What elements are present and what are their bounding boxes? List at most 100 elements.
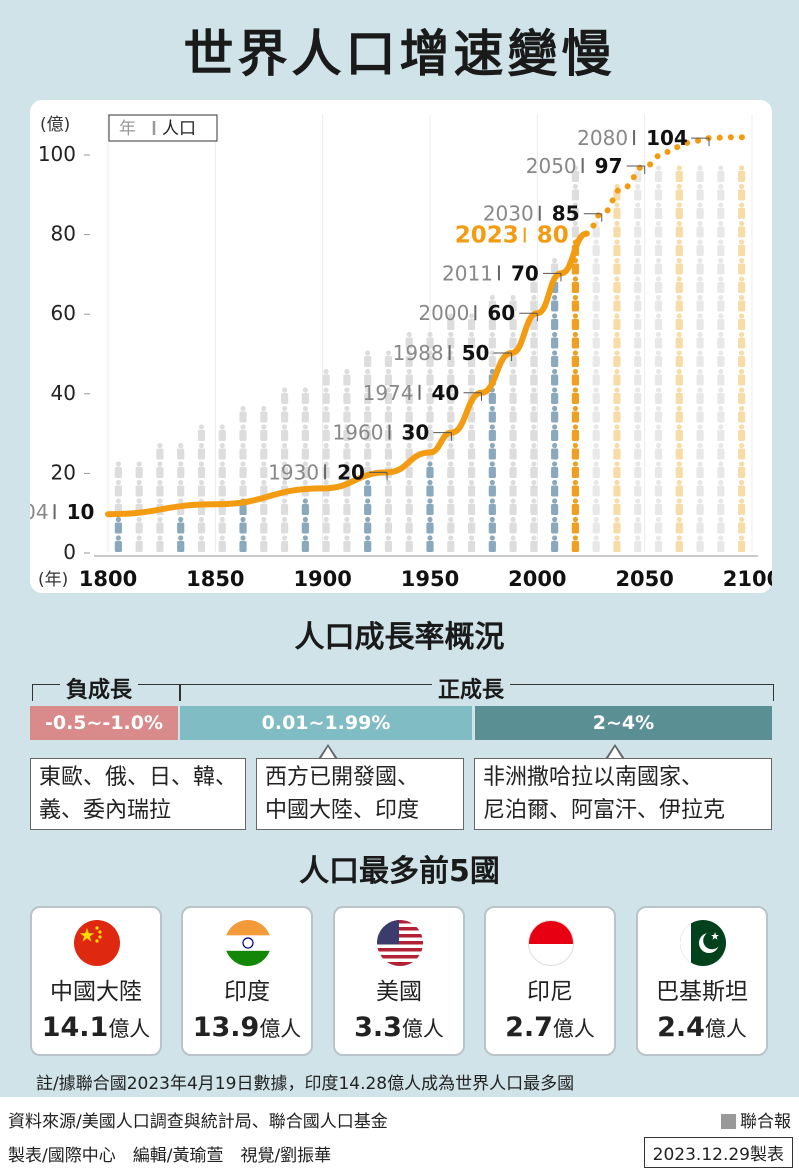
region-box-low: 西方已開發國、 中國大陸、印度: [256, 758, 464, 830]
person-icon: [551, 479, 559, 497]
region-line: 非洲撒哈拉以南國家、: [483, 765, 704, 790]
person-icon: [634, 387, 642, 404]
person-icon: [239, 442, 247, 460]
country-name: 印尼: [527, 979, 573, 1005]
person-icon: [488, 516, 496, 534]
person-icon: [654, 498, 663, 515]
person-icon: [364, 405, 372, 423]
person-icon: [322, 461, 330, 478]
person-icon: [343, 498, 351, 515]
person-icon: [634, 479, 642, 497]
milestone-year: 2080: [577, 126, 628, 150]
person-icon: [592, 442, 600, 460]
person-icon: [634, 183, 642, 201]
person-icon: [447, 498, 455, 515]
person-icon: [654, 479, 663, 497]
person-icon: [551, 442, 559, 460]
x-tick-label: 2050: [615, 567, 673, 591]
person-icon: [571, 331, 580, 349]
person-icon: [675, 220, 683, 238]
person-icon: [156, 461, 164, 478]
person-icon: [280, 516, 289, 534]
milestone-year: 1804: [30, 500, 49, 524]
region-line: 尼泊爾、阿富汗、伊拉克: [483, 798, 726, 823]
person-icon: [696, 424, 704, 441]
person-icon: [197, 424, 206, 441]
country-name: 美國: [376, 979, 422, 1005]
person-icon: [592, 387, 600, 404]
person-icon: [634, 313, 642, 330]
footnote: 註/據聯合國2023年4月19日數據，印度14.28億人成為世界人口最多國: [36, 1074, 575, 1094]
person-icon: [177, 479, 185, 497]
x-tick-label: 2100: [723, 567, 772, 591]
person-icon: [551, 368, 559, 386]
person-icon: [717, 498, 725, 515]
person-icon: [426, 461, 434, 478]
person-icon: [114, 461, 122, 478]
person-icon: [447, 442, 455, 460]
person-icon: [717, 202, 725, 219]
person-icon: [301, 461, 309, 478]
person-icon: [384, 424, 393, 441]
x-tick-label: 2000: [508, 567, 566, 591]
person-icon: [613, 516, 621, 534]
milestone-year: 1930: [268, 460, 319, 484]
country-card: 美國 3.3億人: [333, 906, 465, 1056]
person-icon: [384, 350, 393, 367]
person-icon: [488, 313, 496, 330]
person-icon: [696, 294, 704, 312]
person-icon: [488, 331, 496, 349]
person-icon: [301, 405, 309, 423]
person-icon: [301, 442, 309, 460]
person-icon: [696, 220, 704, 238]
person-icon: [738, 331, 746, 349]
person-icon: [405, 535, 413, 552]
person-icon: [509, 442, 517, 460]
x-axis-unit: (年): [38, 570, 68, 590]
person-icon: [426, 424, 434, 441]
person-icon: [654, 165, 663, 182]
legend-box: [108, 114, 218, 142]
person-icon: [654, 535, 663, 552]
person-icon: [592, 294, 600, 312]
person-icon: [218, 535, 226, 552]
region-line: 東歐、俄、日、韓、: [39, 765, 238, 790]
person-icon: [696, 368, 704, 386]
person-icon: [571, 498, 580, 515]
person-icon: [239, 535, 247, 552]
person-icon: [177, 535, 185, 552]
person-icon: [717, 294, 725, 312]
person-icon: [738, 165, 746, 182]
population-chart-panel: (億) 0 20 40 60 80 100 (年) 1800 1850 1900 1950 2000 20…: [30, 100, 772, 593]
person-icon: [405, 479, 413, 497]
legend-pop: 人口: [162, 119, 196, 139]
person-icon: [634, 257, 642, 275]
person-icon: [135, 479, 143, 497]
milestone-value: 104: [646, 126, 688, 150]
person-icon: [654, 405, 663, 423]
person-icon: [488, 405, 496, 423]
milestone-value: 60: [487, 301, 515, 325]
person-icon: [280, 442, 289, 460]
growth-section-title: 人口成長率概況: [294, 620, 505, 655]
person-icon: [717, 405, 725, 423]
person-icon: [301, 387, 309, 404]
person-icon: [447, 461, 455, 478]
milestone-year: 2050: [526, 154, 577, 178]
person-icon: [613, 257, 621, 275]
footer: 資料來源/美國人口調查與統計局、聯合國人口基金 製表/國際中心 編輯/黃瑜萱 視…: [0, 1097, 799, 1172]
person-icon: [717, 424, 725, 441]
person-icon: [654, 276, 663, 293]
person-icon: [696, 350, 704, 367]
person-icon: [717, 220, 725, 238]
person-icon: [696, 239, 704, 256]
person-icon: [613, 202, 621, 219]
person-icon: [696, 331, 704, 349]
person-icon: [384, 479, 393, 497]
y-tick-label: 80: [51, 222, 76, 246]
person-icon: [364, 424, 372, 441]
person-icon: [654, 313, 663, 330]
person-icon: [654, 331, 663, 349]
x-tick-label: 1950: [401, 567, 459, 591]
person-icon: [654, 424, 663, 441]
